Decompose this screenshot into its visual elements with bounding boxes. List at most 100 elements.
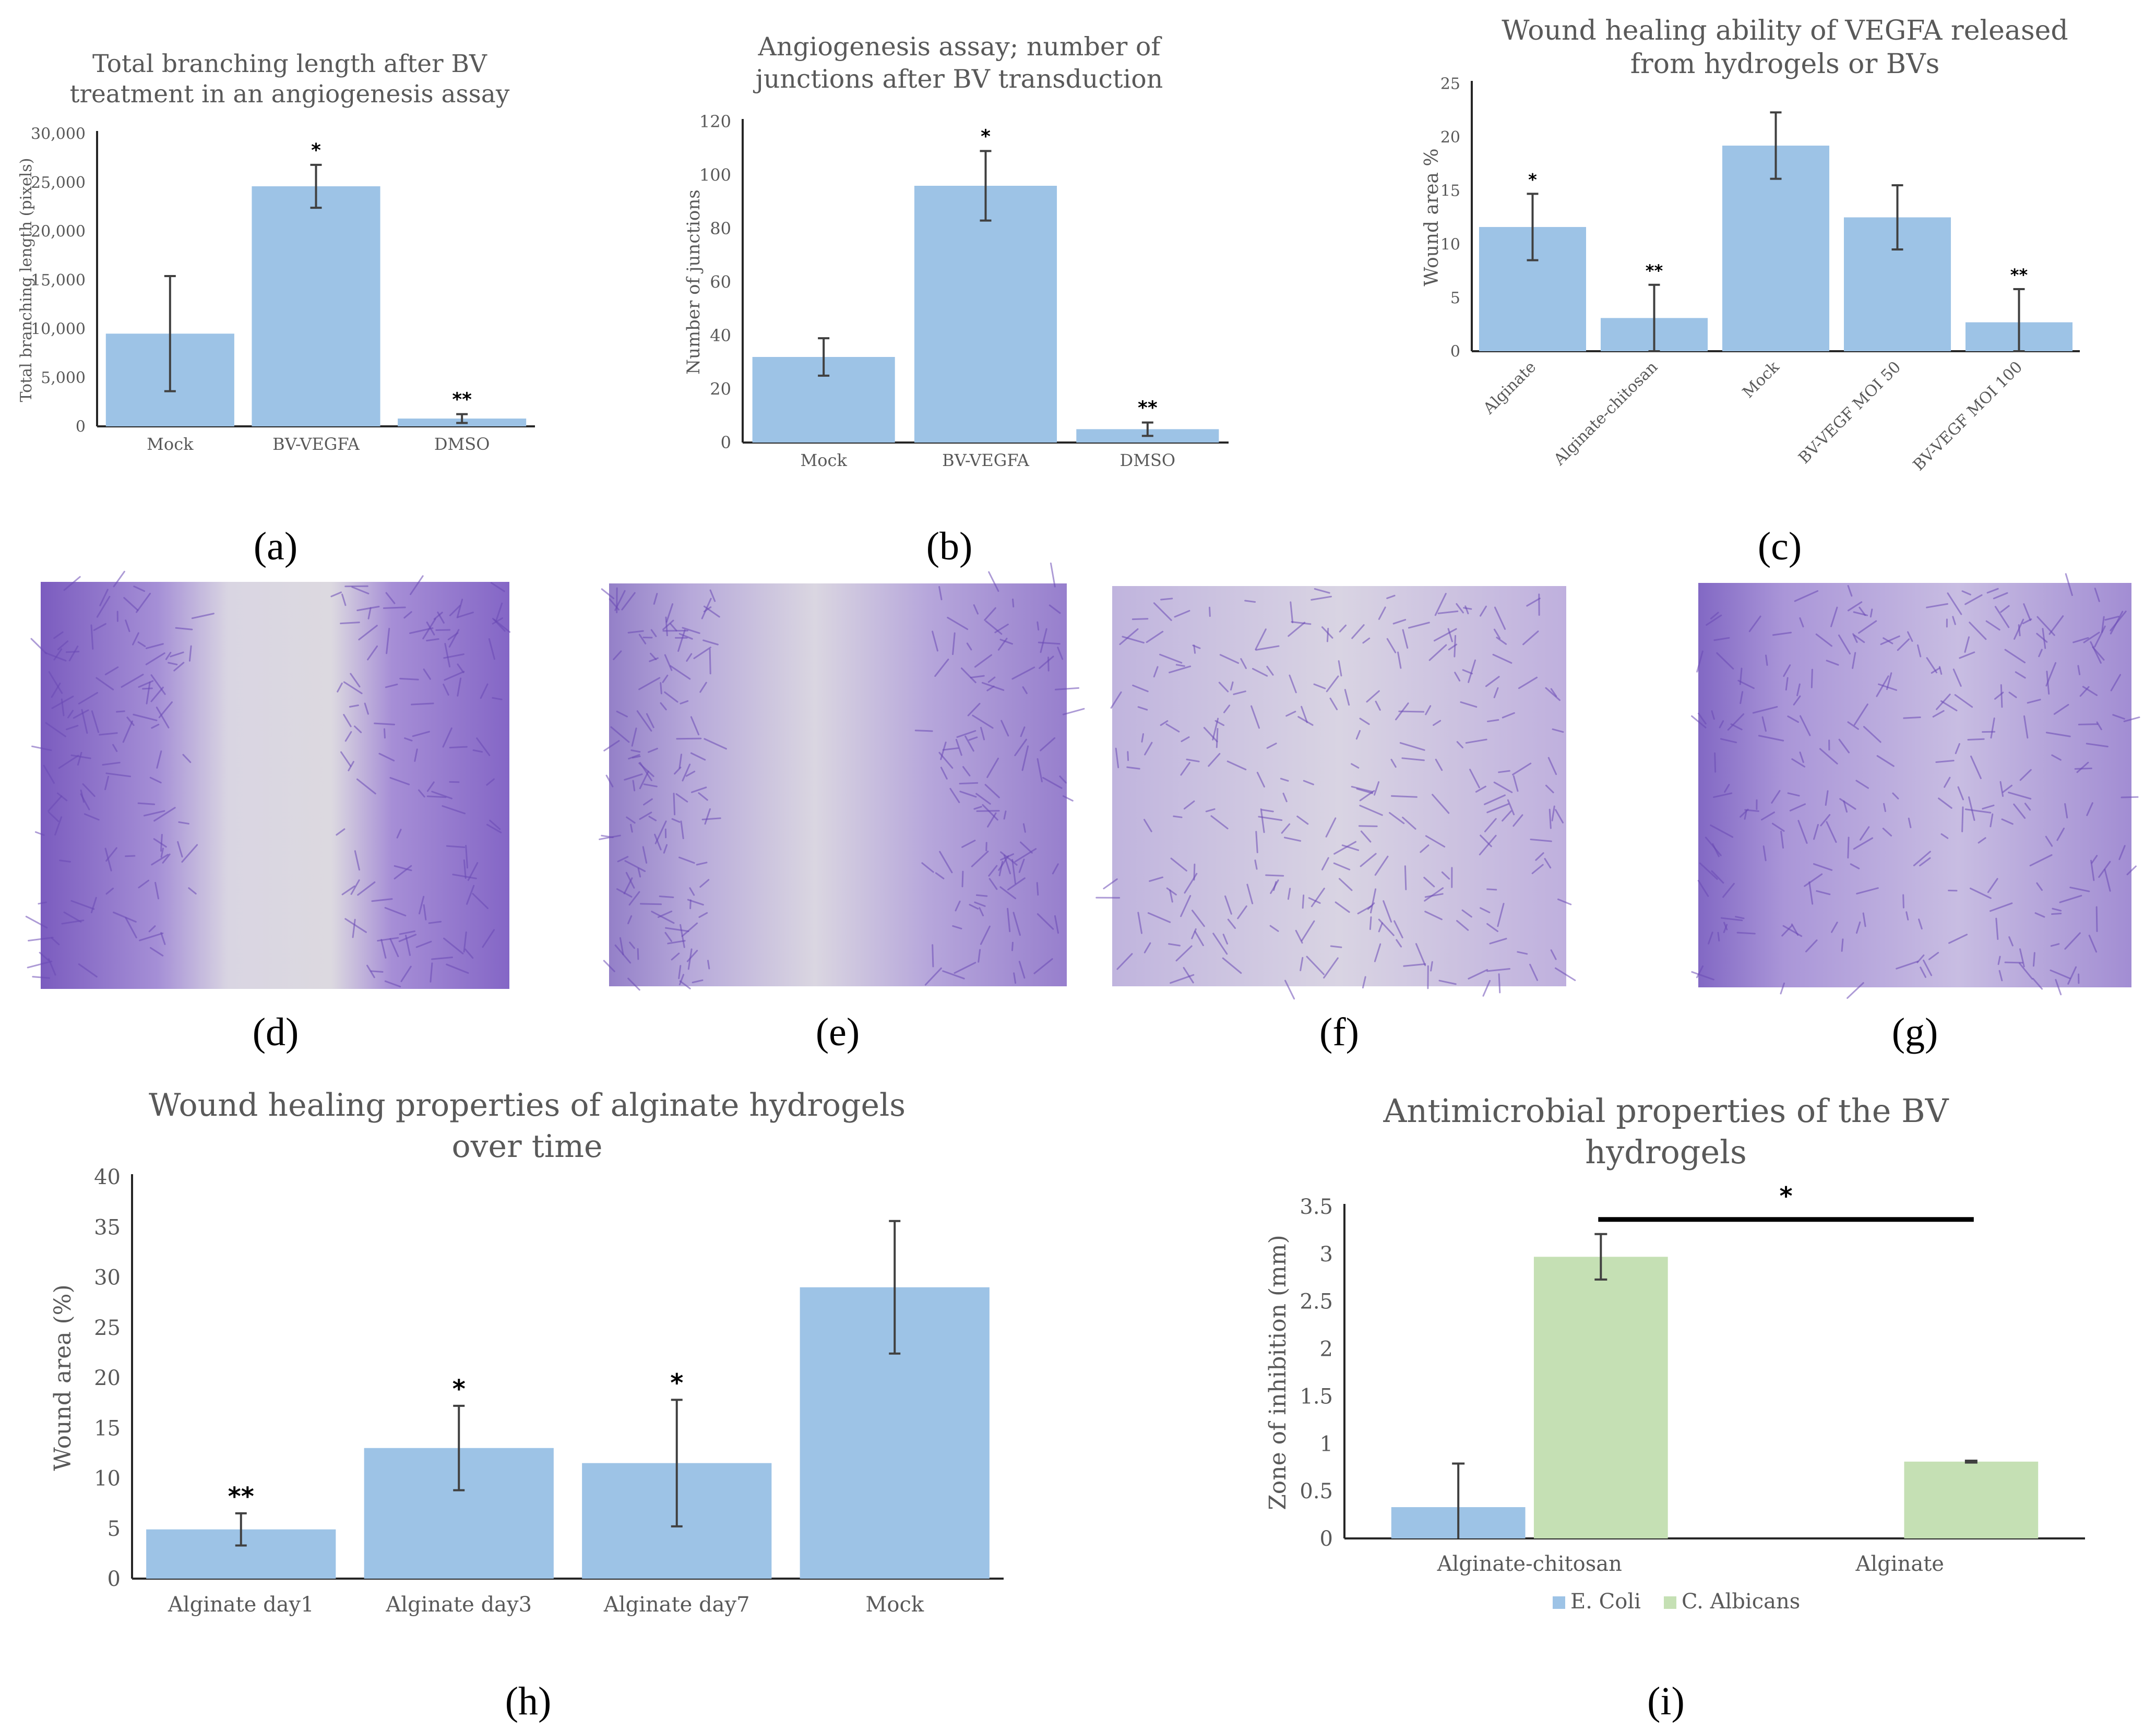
cell	[1205, 808, 1216, 813]
cell	[1390, 795, 1418, 798]
cell	[639, 761, 652, 781]
cell	[1830, 606, 1838, 627]
cell	[1826, 660, 1839, 666]
cell	[1990, 813, 1994, 828]
cell	[1255, 645, 1280, 651]
y-tick-label: 5,000	[41, 369, 86, 387]
cell	[443, 653, 464, 659]
cell	[1859, 826, 1870, 841]
cell	[677, 629, 686, 652]
cell	[96, 677, 114, 690]
cell	[399, 677, 419, 681]
cell	[1850, 863, 1860, 869]
chart-total-branching-length: Total branching length after BVtreatment…	[17, 50, 535, 454]
panel-label-h: (h)	[505, 1679, 552, 1723]
cell	[1485, 676, 1500, 687]
cell	[1359, 805, 1383, 816]
cell	[2022, 618, 2032, 625]
cell	[673, 793, 676, 816]
cell	[1333, 841, 1357, 855]
cell	[457, 663, 464, 673]
cell	[1969, 622, 1987, 640]
cell	[1479, 605, 1487, 617]
cell	[2045, 835, 2053, 847]
cell	[987, 676, 996, 683]
cell	[56, 792, 68, 802]
cell	[1847, 585, 1853, 597]
cell	[1033, 958, 1053, 974]
cell	[356, 778, 376, 795]
cell	[1040, 628, 1047, 653]
cell	[1233, 690, 1246, 695]
cell	[1021, 745, 1029, 771]
cell	[1003, 854, 1011, 875]
cell	[1290, 601, 1294, 624]
micrograph-e	[609, 583, 1067, 986]
cell	[2050, 969, 2071, 980]
cell	[949, 787, 960, 803]
cell	[1020, 841, 1033, 854]
cell	[1986, 588, 1999, 594]
cell	[1360, 830, 1372, 843]
cell	[1260, 808, 1265, 833]
cell	[30, 638, 47, 654]
cell	[104, 847, 112, 872]
cell	[1913, 851, 1931, 866]
cell	[160, 847, 164, 858]
cell	[1149, 876, 1164, 882]
cell	[970, 675, 985, 678]
cell	[1494, 606, 1506, 630]
cell	[1281, 823, 1291, 834]
chart-title: Angiogenesis assay; number of	[757, 32, 1162, 62]
cell	[2018, 624, 2021, 637]
y-tick-label: 30,000	[31, 125, 86, 144]
cell	[1487, 719, 1499, 722]
cell	[1736, 932, 1756, 935]
cell	[2123, 716, 2140, 722]
category-label: Mock	[800, 450, 847, 470]
cell	[433, 612, 443, 620]
cell	[84, 813, 100, 821]
cell	[1116, 953, 1133, 970]
cell	[1544, 858, 1552, 869]
cell	[2094, 588, 2100, 602]
y-tick-label: 2	[1320, 1338, 1333, 1362]
cell	[985, 620, 1003, 635]
cell	[1853, 837, 1874, 850]
cell	[457, 677, 462, 697]
cell	[704, 738, 727, 750]
cell	[1173, 815, 1183, 818]
cell	[1480, 907, 1491, 913]
panel-label-i: (i)	[1647, 1679, 1685, 1723]
cell	[442, 727, 452, 748]
cell	[1492, 653, 1512, 664]
cell	[1321, 626, 1333, 639]
cell	[2086, 743, 2109, 748]
cell	[188, 887, 197, 895]
cell	[1771, 822, 1785, 832]
y-tick-label: 20,000	[31, 223, 86, 241]
y-tick-label: 10,000	[31, 320, 86, 339]
cell	[1323, 957, 1339, 979]
cell	[986, 757, 999, 778]
y-tick-label: 0	[108, 1567, 121, 1591]
cell	[1932, 710, 1945, 718]
cell	[1696, 650, 1704, 673]
cell	[2065, 573, 2073, 596]
cell	[411, 702, 434, 706]
cell	[378, 753, 395, 762]
cell	[136, 592, 151, 613]
cell	[2024, 803, 2031, 811]
cell	[1132, 684, 1149, 693]
cell	[1210, 815, 1229, 830]
cell	[624, 860, 646, 872]
cell	[480, 683, 489, 699]
cell	[2029, 854, 2053, 867]
cell	[973, 806, 982, 810]
cell	[65, 725, 79, 731]
significance-marker: **	[452, 389, 472, 411]
cell	[1296, 815, 1309, 825]
cell	[1716, 652, 1734, 670]
cell	[1526, 598, 1541, 607]
cell	[165, 652, 172, 660]
